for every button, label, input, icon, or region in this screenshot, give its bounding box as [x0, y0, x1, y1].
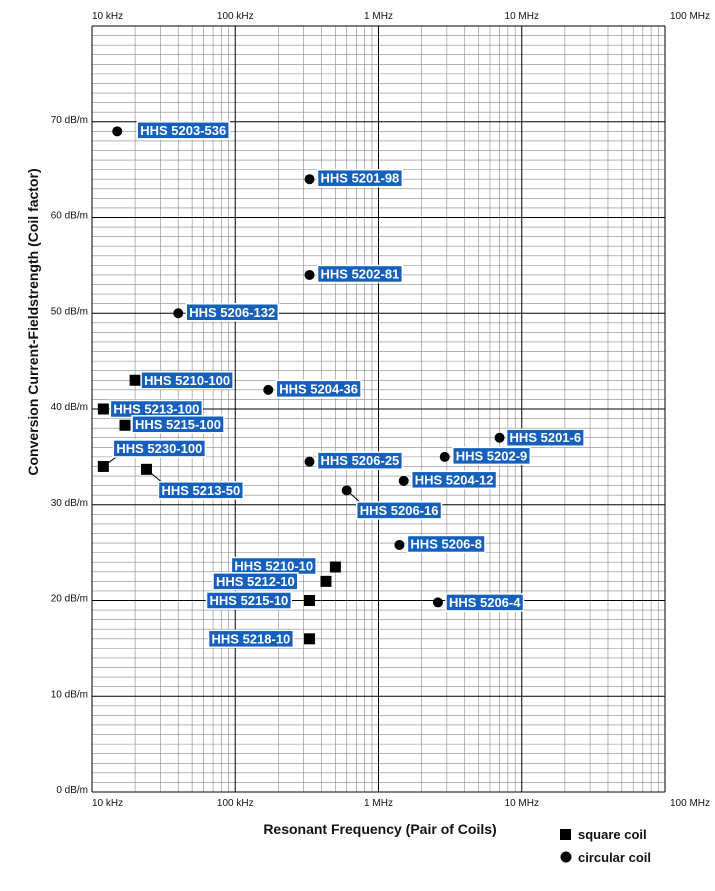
data-label: HHS 5202-81 — [321, 266, 400, 281]
data-labels: HHS 5203-536 HHS 5201-98 HHS 5202-81 HHS 52… — [109, 121, 585, 649]
legend: square coil circular coil — [560, 827, 651, 865]
data-label-box — [212, 572, 299, 591]
x-tick-label: 10 kHz — [92, 798, 123, 809]
circle-marker — [112, 126, 123, 137]
circle-marker — [304, 456, 315, 467]
x-tick-label: 100 MHz — [670, 11, 710, 22]
data-label: HHS 5218-10 — [212, 631, 291, 646]
x-tick-label: 1 MHz — [364, 11, 393, 22]
data-label: HHS 5202-9 — [456, 448, 528, 463]
data-label-box — [316, 264, 404, 284]
data-label: HHS 5215-10 — [210, 593, 289, 608]
data-label: HHS 5213-100 — [113, 402, 199, 417]
x-tick-labels-bottom: 10 kHz 100 kHz 1 MHz 10 MHz 100 MHz — [92, 798, 710, 809]
data-label: HHS 5230-100 — [116, 441, 202, 456]
circle-marker — [263, 384, 274, 395]
data-label-box — [355, 501, 443, 520]
legend-square-marker — [560, 829, 571, 840]
circle-marker — [304, 174, 315, 185]
data-label-box — [451, 446, 532, 466]
x-tick-label: 1 MHz — [364, 798, 393, 809]
data-markers — [97, 126, 505, 645]
y-tick-label: 10 dB/m — [51, 689, 88, 700]
y-tick-labels: 0 dB/m 10 dB/m 20 dB/m 30 dB/m 40 dB/m 50 dB/… — [51, 115, 88, 796]
x-tick-label: 100 kHz — [217, 798, 254, 809]
square-marker — [304, 595, 316, 606]
data-label-box — [136, 121, 230, 140]
data-label: HHS 5206-4 — [449, 595, 521, 610]
square-marker — [320, 575, 332, 587]
data-label-box — [410, 470, 498, 490]
circle-marker — [432, 597, 443, 608]
data-label-box — [157, 481, 244, 500]
x-tick-label: 10 MHz — [505, 798, 539, 809]
data-label-box — [316, 451, 404, 470]
data-label: HHS 5212-10 — [216, 574, 295, 589]
square-marker — [119, 419, 131, 431]
y-tick-label: 20 dB/m — [51, 594, 88, 605]
x-tick-label: 100 MHz — [670, 798, 710, 809]
square-marker — [140, 463, 152, 475]
y-tick-label: 0 dB/m — [56, 785, 88, 796]
data-label: HHS 5215-100 — [135, 417, 221, 432]
data-label-box — [205, 591, 293, 610]
data-label-box — [140, 371, 234, 390]
circle-marker — [304, 269, 315, 280]
data-label-box — [406, 534, 486, 554]
data-label-box — [112, 439, 207, 458]
circle-marker — [439, 451, 450, 462]
data-label-box — [505, 428, 585, 447]
legend-circle-label: circular coil — [578, 850, 651, 865]
data-label-box — [275, 379, 362, 399]
x-tick-labels-top: 10 kHz 100 kHz 1 MHz 10 MHz 100 MHz — [92, 11, 710, 22]
square-marker — [97, 403, 109, 415]
data-label: HHS 5204-12 — [415, 472, 494, 487]
y-tick-label: 70 dB/m — [51, 115, 88, 126]
legend-square-label: square coil — [578, 827, 647, 842]
square-marker — [329, 561, 341, 573]
circle-marker — [394, 539, 405, 550]
data-label: HHS 5201-6 — [510, 430, 582, 445]
circle-marker — [173, 308, 184, 319]
square-marker — [129, 374, 141, 386]
data-label: HHS 5204-36 — [279, 381, 358, 396]
legend-circle-marker — [560, 851, 572, 863]
square-marker — [304, 633, 316, 645]
x-axis-title: Resonant Frequency (Pair of Coils) — [263, 821, 496, 837]
data-label-box — [131, 415, 225, 434]
circle-marker — [398, 475, 409, 486]
x-tick-label: 10 MHz — [505, 11, 539, 22]
x-tick-label: 100 kHz — [217, 11, 254, 22]
data-label: HHS 5203-536 — [140, 123, 226, 138]
data-label: HHS 5201-98 — [321, 171, 400, 186]
x-tick-label: 10 kHz — [92, 11, 123, 22]
data-label: HHS 5213-50 — [161, 483, 240, 498]
square-marker — [97, 460, 109, 472]
data-label-box — [445, 593, 525, 612]
circle-marker — [494, 432, 505, 443]
grid-major-lines — [91, 25, 666, 793]
y-axis-title: Conversion Current-Fieldstrength (Coil f… — [25, 168, 41, 475]
y-tick-label: 30 dB/m — [51, 498, 88, 509]
y-tick-label: 40 dB/m — [51, 402, 88, 413]
data-label: HHS 5206-16 — [360, 503, 439, 518]
data-label: HHS 5206-132 — [189, 305, 275, 320]
data-label-box — [207, 629, 295, 649]
data-label: HHS 5206-25 — [321, 453, 400, 468]
y-tick-label: 50 dB/m — [51, 306, 88, 317]
data-label: HHS 5210-100 — [144, 373, 230, 388]
circle-marker — [341, 485, 352, 496]
data-label-box — [316, 168, 404, 188]
data-label-box — [185, 303, 279, 322]
data-label: HHS 5206-8 — [410, 536, 482, 551]
y-tick-label: 60 dB/m — [51, 211, 88, 222]
data-label: HHS 5210-10 — [234, 558, 313, 573]
